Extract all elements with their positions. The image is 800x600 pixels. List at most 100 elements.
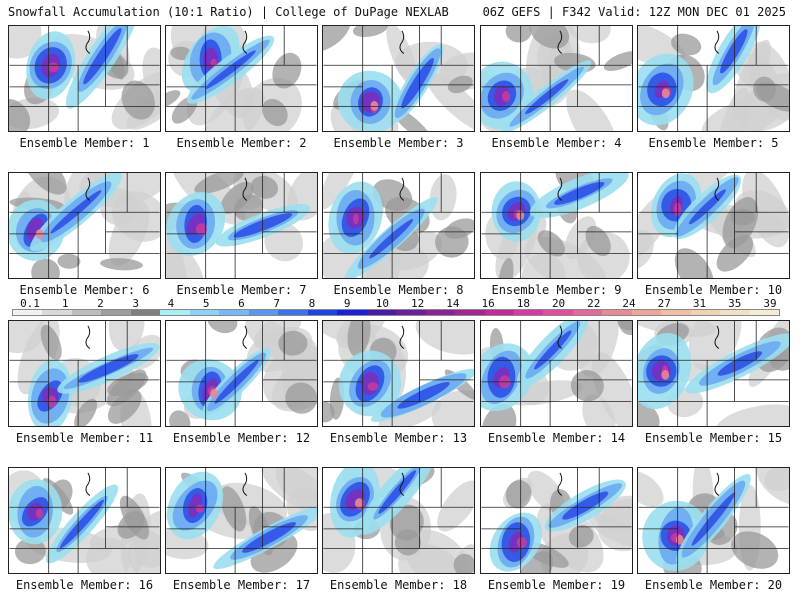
snowfall-contour bbox=[661, 370, 670, 380]
snowfall-contour bbox=[447, 75, 473, 94]
snowfall-contour bbox=[347, 321, 371, 357]
snowfall-contour bbox=[107, 389, 142, 424]
snowfall-contour bbox=[205, 50, 256, 90]
ensemble-member-8-caption: Ensemble Member: 8 bbox=[333, 283, 464, 297]
snowfall-contour bbox=[166, 90, 181, 109]
ensemble-member-3-map bbox=[322, 25, 475, 132]
snowfall-contour bbox=[323, 173, 363, 210]
snowfall-contour bbox=[323, 26, 351, 53]
snowfall-contour bbox=[278, 330, 308, 356]
snowfall-field bbox=[638, 26, 789, 131]
colorbar-swatch bbox=[690, 310, 721, 315]
snowfall-contour bbox=[100, 258, 143, 271]
ensemble-member-4-map bbox=[480, 25, 633, 132]
snowfall-contour bbox=[83, 28, 122, 85]
colorbar-label: 4 bbox=[167, 297, 175, 310]
ensemble-member-11-caption: Ensemble Member: 11 bbox=[15, 431, 154, 445]
colorbar-swatch bbox=[602, 310, 632, 315]
ensemble-member-13-caption: Ensemble Member: 13 bbox=[329, 431, 468, 445]
snowfall-contour bbox=[756, 468, 789, 506]
colorbar-swatch bbox=[219, 310, 249, 315]
snowfall-field bbox=[481, 321, 632, 426]
colorbar-label: 5 bbox=[202, 297, 210, 310]
ensemble-member-16-map bbox=[8, 467, 161, 574]
snowfall-contour bbox=[415, 321, 474, 355]
river-line bbox=[85, 177, 91, 201]
colorbar-swatch bbox=[513, 310, 544, 315]
snowfall-contour bbox=[394, 529, 421, 556]
snowfall-contour bbox=[516, 536, 527, 548]
ensemble-member-9-caption: Ensemble Member: 9 bbox=[491, 283, 622, 297]
colorbar-label: 20 bbox=[551, 297, 566, 310]
colorbar-label: 10 bbox=[375, 297, 389, 310]
snowfall-contour bbox=[720, 29, 748, 74]
snowfall-field bbox=[481, 26, 632, 131]
snowfall-contour bbox=[481, 403, 517, 426]
snowfall-contour bbox=[220, 181, 254, 214]
snowfall-contour bbox=[40, 324, 62, 361]
snowfall-contour bbox=[429, 174, 457, 221]
ensemble-member-19-map bbox=[480, 467, 633, 574]
snowfall-contour bbox=[194, 173, 244, 194]
ensemble-member-20-caption: Ensemble Member: 20 bbox=[644, 578, 783, 592]
ensemble-member-1-caption: Ensemble Member: 1 bbox=[19, 136, 150, 150]
snowfall-contour bbox=[107, 372, 149, 397]
ensemble-member-14-map bbox=[480, 320, 633, 427]
snowfall-field bbox=[638, 321, 789, 426]
snowfall-contour bbox=[671, 33, 702, 56]
ensemble-member-17-map bbox=[165, 467, 318, 574]
snowfall-contour bbox=[717, 351, 763, 376]
snowfall-contour bbox=[453, 553, 474, 573]
colorbar-swatch bbox=[720, 310, 750, 315]
snowfall-contour bbox=[742, 173, 789, 248]
snowfall-contour bbox=[207, 321, 238, 334]
ensemble-member-4-caption: Ensemble Member: 4 bbox=[491, 136, 622, 150]
river-line bbox=[399, 30, 405, 54]
snowfall-field bbox=[9, 321, 160, 426]
snowfall-contour bbox=[529, 26, 570, 49]
colorbar-label: 2 bbox=[97, 297, 104, 310]
river-line bbox=[557, 472, 563, 496]
snowfall-contour bbox=[74, 398, 98, 426]
river-line bbox=[714, 30, 720, 54]
snowfall-contour bbox=[591, 352, 632, 426]
ensemble-member-12-map bbox=[165, 320, 318, 427]
river-line bbox=[714, 177, 720, 201]
snowfall-contour bbox=[272, 52, 302, 89]
snowfall-contour bbox=[386, 26, 418, 88]
colorbar-label: 6 bbox=[238, 297, 245, 310]
colorbar-swatch bbox=[455, 310, 485, 315]
river-line bbox=[557, 30, 563, 54]
snowfall-contour bbox=[716, 404, 789, 426]
colorbar-label: 14 bbox=[446, 297, 460, 310]
river-line bbox=[557, 325, 563, 349]
colorbar-swatch bbox=[13, 310, 43, 315]
snowfall-contour bbox=[31, 258, 60, 278]
snowfall-contour bbox=[505, 26, 532, 43]
ensemble-member-5-caption: Ensemble Member: 5 bbox=[648, 136, 779, 150]
ensemble-member-6-caption: Ensemble Member: 6 bbox=[19, 283, 150, 297]
snowfall-field bbox=[481, 468, 632, 573]
snowfall-contour bbox=[220, 486, 247, 532]
colorbar-label: 31 bbox=[692, 297, 707, 310]
snowfall-contour bbox=[425, 72, 474, 131]
colorbar-swatch bbox=[366, 310, 397, 315]
snowfall-contour bbox=[195, 504, 205, 513]
snowfall-contour bbox=[564, 216, 597, 260]
ensemble-member-7-caption: Ensemble Member: 7 bbox=[176, 283, 307, 297]
colorbar-label: 8 bbox=[308, 297, 316, 310]
snowfall-contour bbox=[587, 512, 632, 547]
snowfall-contour bbox=[661, 88, 670, 99]
snowfall-contour bbox=[398, 543, 463, 573]
colorbar-swatch bbox=[396, 310, 426, 315]
model-run-valid-time: 06Z GEFS | F342 Valid: 12Z MON DEC 01 20… bbox=[482, 5, 786, 19]
snowfall-field bbox=[166, 173, 317, 278]
ensemble-member-7-map bbox=[165, 172, 318, 279]
snowfall-contour bbox=[233, 213, 293, 238]
snowfall-contour bbox=[731, 531, 779, 569]
snowfall-contour bbox=[568, 525, 594, 548]
ensemble-member-17-caption: Ensemble Member: 17 bbox=[172, 578, 311, 592]
ensemble-member-3-caption: Ensemble Member: 3 bbox=[333, 136, 464, 150]
colorbar-label: 18 bbox=[516, 297, 530, 310]
colorbar-swatch bbox=[307, 310, 338, 315]
